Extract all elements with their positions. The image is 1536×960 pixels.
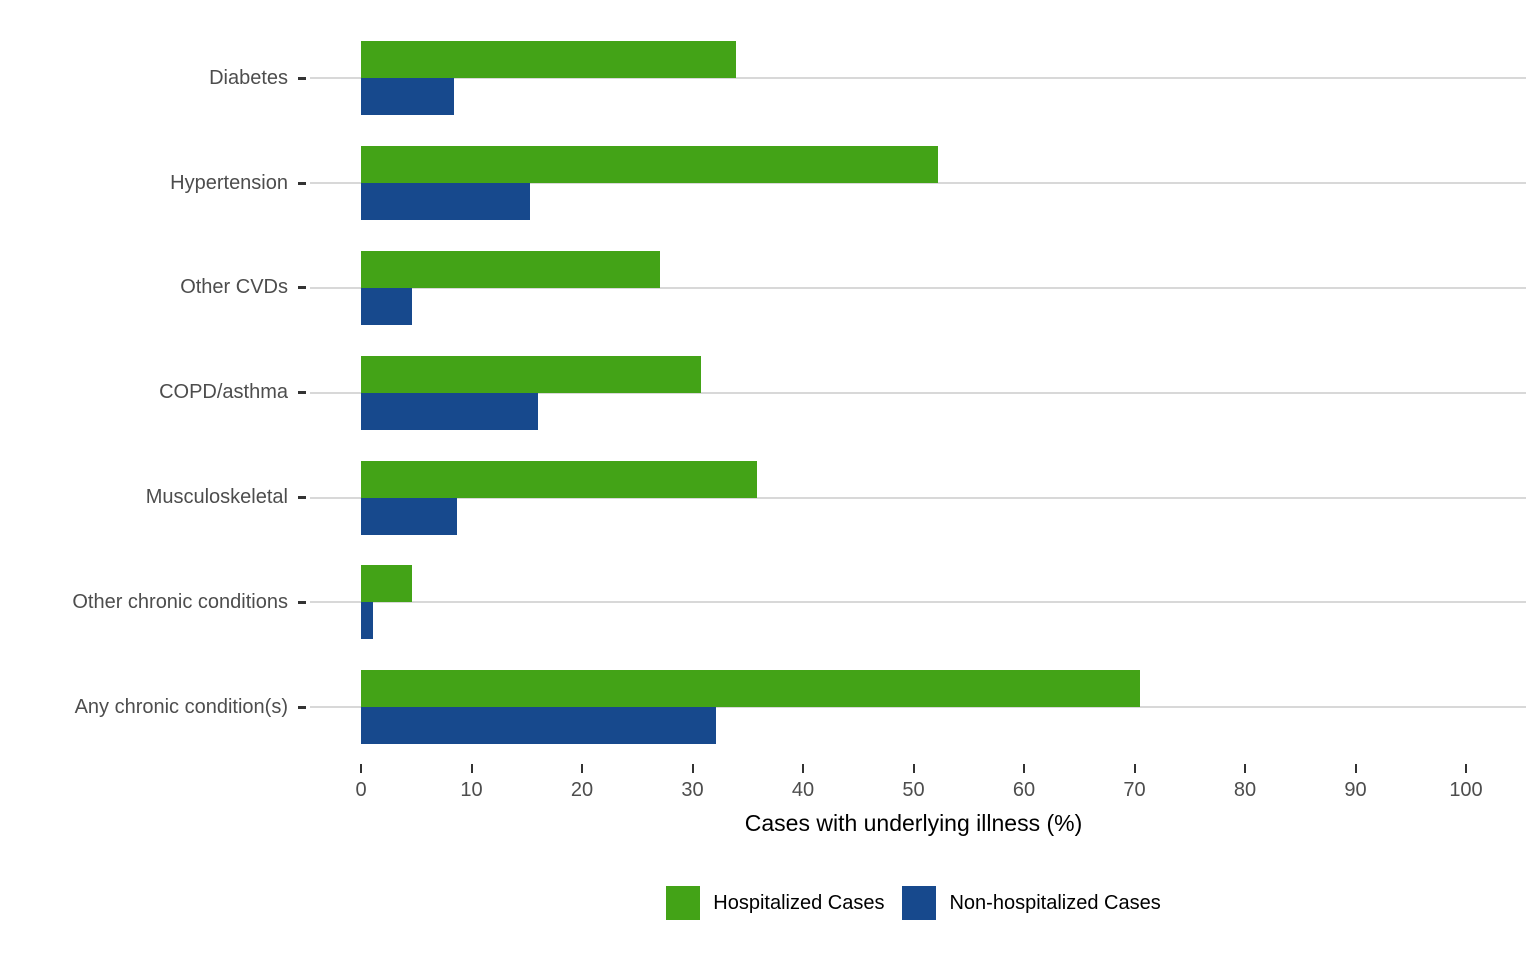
category-label: COPD/asthma: [159, 381, 288, 404]
x-tick-mark: [691, 764, 694, 773]
bar-hospitalized: [361, 251, 661, 288]
bar-non-hospitalized: [361, 287, 412, 325]
category-row: Musculoskeletal: [0, 445, 1536, 550]
y-tick: [294, 550, 310, 655]
plot-panel: [310, 655, 1526, 760]
bar-hospitalized: [361, 460, 757, 498]
y-tick: [294, 131, 310, 236]
category-label: Musculoskeletal: [145, 486, 288, 509]
category-gridline: [310, 77, 1526, 80]
category-row: COPD/asthma: [0, 340, 1536, 445]
category-gridline: [310, 496, 1526, 499]
category-row: Diabetes: [0, 26, 1536, 131]
x-tick-mark: [1354, 764, 1357, 773]
y-tick-mark: [298, 286, 306, 290]
y-tick: [294, 445, 310, 550]
x-tick-label: 10: [460, 779, 483, 801]
x-tick-mark: [912, 764, 915, 773]
x-tick-mark: [1244, 764, 1246, 773]
bar-non-hospitalized: [361, 183, 531, 221]
y-tick: [294, 655, 310, 760]
x-tick-mark: [1133, 764, 1136, 773]
x-tick-label: 30: [681, 779, 704, 801]
y-tick-mark: [298, 600, 306, 604]
x-tick-mark: [581, 764, 583, 773]
y-tick-mark: [298, 76, 306, 80]
x-tick-mark: [1465, 764, 1467, 773]
category-row: Other chronic conditions: [0, 550, 1536, 655]
x-tick-label: 40: [791, 779, 815, 801]
plot-panel: [310, 550, 1526, 655]
category-gridline: [310, 391, 1526, 394]
y-tick-mark: [298, 705, 306, 709]
bar-non-hospitalized: [361, 392, 538, 430]
category-label: Other chronic conditions: [72, 590, 288, 613]
legend-swatch-hospitalized: [666, 886, 701, 920]
legend-label-hospitalized: Hospitalized Cases: [713, 891, 885, 914]
x-axis: 0 10 20 30 40 50 60 70 80 90 100: [0, 764, 1536, 814]
bar-hospitalized: [361, 670, 1141, 708]
category-gridline: [310, 286, 1526, 289]
category-label: Any chronic condition(s): [74, 695, 288, 718]
plot-panel: [310, 131, 1526, 236]
bar-non-hospitalized: [361, 78, 454, 116]
plot-rows: Diabetes Hypertension Other CVDs COPD/asthm…: [0, 26, 1536, 760]
x-tick-mark: [470, 764, 473, 773]
plot-panel: [310, 236, 1526, 341]
legend: Hospitalized Cases Non-hospitalized Case…: [361, 886, 1466, 920]
y-tick: [294, 340, 310, 445]
bar-non-hospitalized: [361, 497, 458, 535]
x-tick-label: 50: [902, 779, 925, 801]
x-tick-label: 20: [570, 779, 594, 801]
y-tick: [294, 26, 310, 131]
bar-hospitalized: [361, 355, 702, 393]
category-label: Hypertension: [170, 171, 288, 194]
x-tick-label: 100: [1449, 779, 1483, 801]
y-tick: [294, 236, 310, 341]
x-tick-mark: [802, 764, 804, 773]
category-row: Hypertension: [0, 131, 1536, 236]
plot-panel: [310, 445, 1526, 550]
x-tick-label: 60: [1012, 779, 1036, 801]
plot-panel: [310, 26, 1526, 131]
y-tick-mark: [298, 391, 306, 395]
bar-non-hospitalized: [361, 602, 374, 640]
x-tick-label: 90: [1344, 779, 1367, 801]
legend-item-non-hospitalized: Non-hospitalized Cases: [902, 886, 1161, 920]
x-tick-mark: [1023, 764, 1025, 773]
bar-non-hospitalized: [361, 707, 716, 745]
x-tick-label: 0: [355, 779, 367, 801]
legend-label-non-hospitalized: Non-hospitalized Cases: [949, 891, 1161, 914]
x-tick-label: 70: [1123, 779, 1146, 801]
category-row: Other CVDs: [0, 236, 1536, 341]
bar-hospitalized: [361, 146, 938, 184]
bar-hospitalized: [361, 565, 412, 603]
category-row: Any chronic condition(s): [0, 655, 1536, 760]
category-label: Other CVDs: [180, 276, 288, 299]
bar-hospitalized: [361, 41, 736, 79]
y-tick-mark: [298, 496, 306, 500]
category-gridline: [310, 601, 1526, 604]
y-tick-mark: [298, 181, 306, 185]
x-tick-label: 80: [1233, 779, 1257, 801]
legend-swatch-non-hospitalized: [902, 886, 937, 920]
x-axis-title: Cases with underlying illness (%): [744, 810, 1083, 836]
category-label: Diabetes: [209, 66, 288, 89]
legend-item-hospitalized: Hospitalized Cases: [666, 886, 884, 920]
plot-panel: [310, 340, 1526, 445]
x-tick-mark: [360, 764, 362, 773]
